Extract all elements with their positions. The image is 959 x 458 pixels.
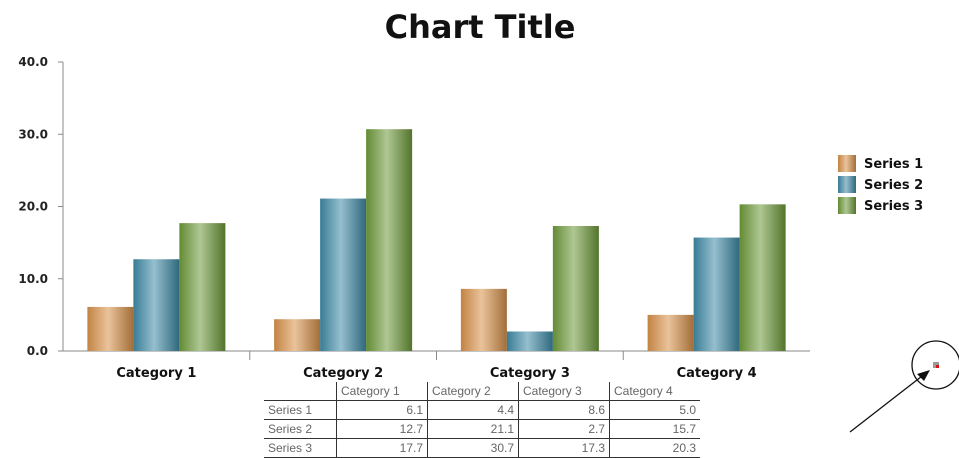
data-table-cell: 20.3 bbox=[609, 438, 700, 458]
data-table-cell: 8.6 bbox=[518, 400, 610, 420]
data-table-row-label: Series 2 bbox=[264, 419, 337, 439]
legend-label: Series 3 bbox=[864, 199, 923, 214]
bar bbox=[552, 226, 599, 351]
bar bbox=[647, 314, 694, 351]
data-table-row: Series 3 17.7 30.7 17.3 20.3 bbox=[264, 438, 700, 458]
legend-swatch bbox=[838, 155, 856, 172]
data-table-row-label: Series 3 bbox=[264, 438, 337, 458]
y-tick-label: 10.0 bbox=[18, 272, 48, 286]
bar bbox=[87, 306, 134, 351]
data-table-row: Series 1 6.1 4.4 8.6 5.0 bbox=[264, 400, 700, 420]
x-category-label: Category 3 bbox=[490, 366, 570, 381]
cursor-dot-accent-icon bbox=[936, 365, 939, 368]
x-category-label: Category 4 bbox=[677, 366, 757, 381]
data-table-cell: 6.1 bbox=[336, 400, 428, 420]
bar bbox=[320, 198, 367, 351]
data-table: Category 1 Category 2 Category 3 Categor… bbox=[264, 382, 700, 458]
chart-title: Chart Title bbox=[385, 8, 576, 46]
bar bbox=[133, 259, 180, 351]
data-table-cell: 5.0 bbox=[609, 400, 700, 420]
bar bbox=[739, 204, 786, 351]
bar bbox=[274, 319, 321, 351]
data-table-corner bbox=[264, 382, 337, 401]
data-table-header-row: Category 1 Category 2 Category 3 Categor… bbox=[264, 382, 700, 401]
data-table-cell: 21.1 bbox=[427, 419, 519, 439]
bar bbox=[460, 288, 507, 351]
data-table-cell: 2.7 bbox=[518, 419, 610, 439]
data-table-col-header: Category 3 bbox=[518, 382, 610, 401]
bar bbox=[179, 223, 226, 351]
y-tick-label: 0.0 bbox=[27, 344, 48, 358]
bar bbox=[693, 237, 740, 351]
data-table-row-label: Series 1 bbox=[264, 400, 337, 420]
x-category-label: Category 1 bbox=[116, 366, 196, 381]
y-tick-label: 20.0 bbox=[18, 200, 48, 214]
cursor-arrow-head-icon bbox=[917, 370, 930, 381]
cursor-indicator bbox=[849, 340, 959, 433]
data-table-cell: 15.7 bbox=[609, 419, 700, 439]
bar bbox=[506, 331, 553, 351]
cursor-arrow-shaft bbox=[849, 372, 927, 433]
data-table-col-header: Category 1 bbox=[336, 382, 428, 401]
y-tick-label: 30.0 bbox=[18, 127, 48, 141]
data-table-cell: 17.7 bbox=[336, 438, 428, 458]
y-tick-label: 40.0 bbox=[18, 55, 48, 69]
data-table-cell: 17.3 bbox=[518, 438, 610, 458]
legend-swatch bbox=[838, 176, 856, 193]
legend-label: Series 2 bbox=[864, 178, 923, 193]
data-table-cell: 12.7 bbox=[336, 419, 428, 439]
legend-swatch bbox=[838, 197, 856, 214]
data-table-row: Series 2 12.7 21.1 2.7 15.7 bbox=[264, 419, 700, 439]
cursor-circle bbox=[911, 340, 959, 390]
x-category-label: Category 2 bbox=[303, 366, 383, 381]
data-table-col-header: Category 4 bbox=[609, 382, 700, 401]
legend-label: Series 1 bbox=[864, 157, 923, 172]
bar bbox=[366, 129, 413, 351]
data-table-cell: 30.7 bbox=[427, 438, 519, 458]
data-table-col-header: Category 2 bbox=[427, 382, 519, 401]
data-table-cell: 4.4 bbox=[427, 400, 519, 420]
